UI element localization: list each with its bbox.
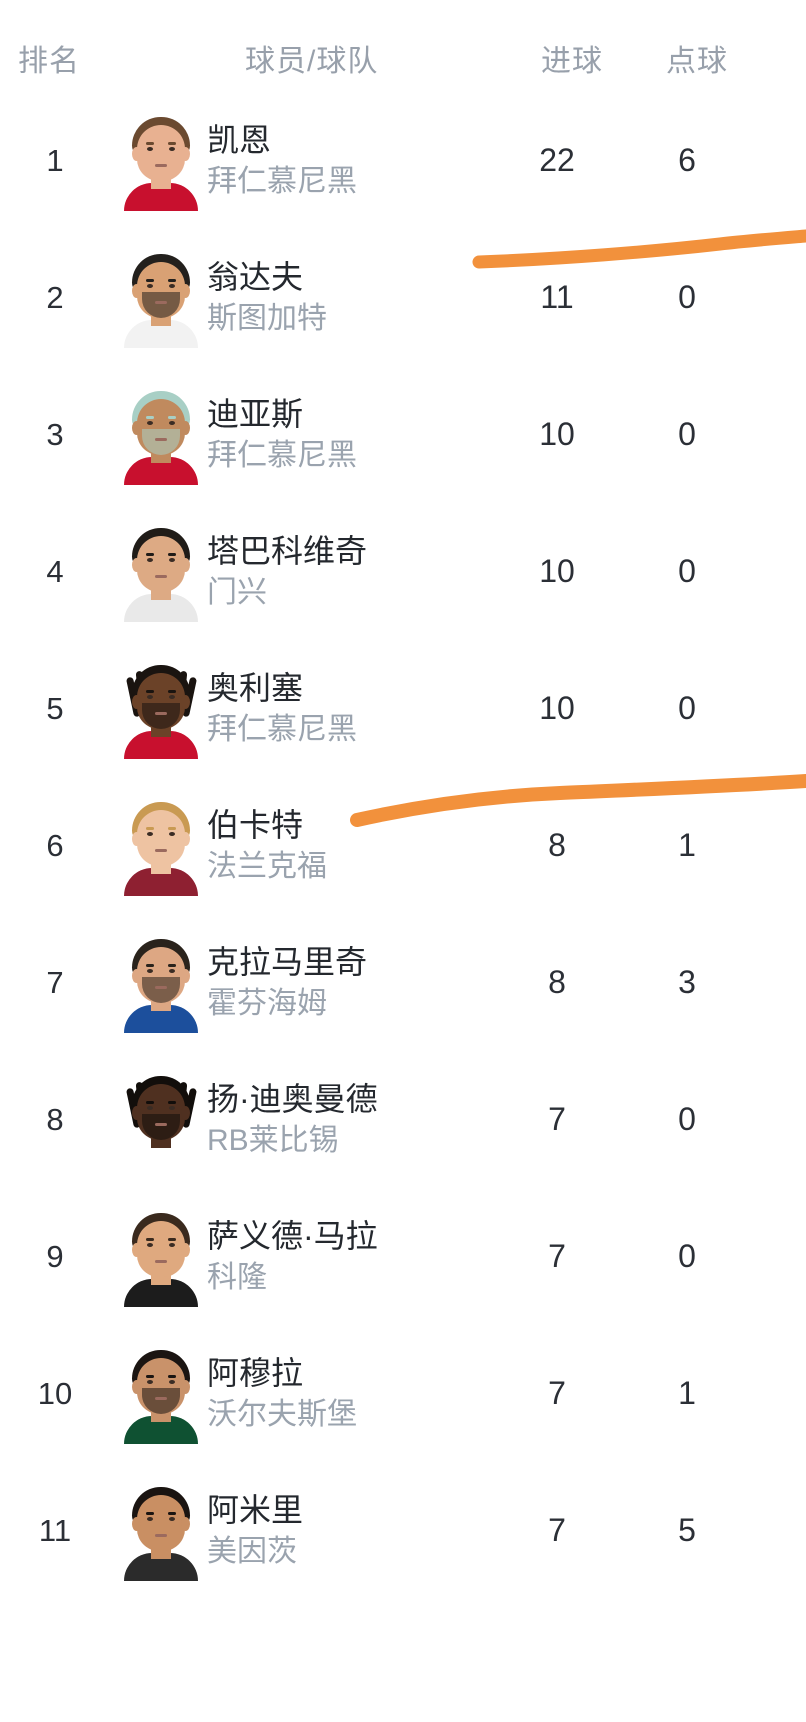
cell-rank: 6 (46, 827, 64, 863)
team-name: 拜仁慕尼黑 (207, 713, 357, 747)
cell-goals: 10 (539, 690, 575, 726)
column-header-goals: 进球 (541, 45, 603, 78)
avatar (118, 522, 204, 622)
cell-goals: 11 (540, 279, 574, 315)
cell-penalties: 0 (678, 1238, 696, 1274)
cell-rank: 9 (46, 1238, 64, 1274)
cell-rank: 2 (46, 279, 64, 315)
column-header-player: 球员/球队 (245, 45, 379, 78)
cell-rank: 4 (46, 553, 64, 589)
cell-rank: 10 (37, 1375, 73, 1411)
table-row[interactable]: 4 塔巴科维奇 门兴 10 0 (0, 503, 806, 640)
team-name: 科隆 (207, 1261, 267, 1295)
cell-player-team[interactable]: 克拉马里奇 霍芬海姆 (207, 942, 507, 1024)
cell-player-team[interactable]: 凯恩 拜仁慕尼黑 (207, 120, 507, 202)
team-name: 拜仁慕尼黑 (207, 165, 357, 199)
avatar (118, 385, 204, 485)
avatar (118, 1207, 204, 1307)
cell-player-team[interactable]: 伯卡特 法兰克福 (207, 805, 507, 887)
cell-penalties: 0 (678, 1101, 696, 1137)
cell-penalties: 5 (678, 1512, 696, 1548)
table-row[interactable]: 2 翁达夫 斯图加特 11 0 (0, 229, 806, 366)
cell-player-team[interactable]: 翁达夫 斯图加特 (207, 257, 507, 339)
player-name: 塔巴科维奇 (207, 532, 368, 569)
cell-penalties: 0 (678, 279, 696, 315)
cell-penalties: 0 (678, 690, 696, 726)
cell-penalties: 1 (678, 1375, 696, 1411)
column-header-penalties: 点球 (666, 45, 728, 78)
team-name: 拜仁慕尼黑 (207, 439, 357, 473)
cell-goals: 7 (548, 1375, 566, 1411)
player-name: 克拉马里奇 (207, 943, 368, 980)
table-row[interactable]: 5 奥利塞 拜仁慕尼黑 (0, 640, 806, 777)
cell-goals: 8 (548, 964, 566, 1000)
cell-goals: 10 (539, 553, 575, 589)
cell-rank: 7 (46, 964, 64, 1000)
table-body: 1 凯恩 拜仁慕尼黑 22 6 2 (0, 92, 806, 1599)
cell-player-team[interactable]: 迪亚斯 拜仁慕尼黑 (207, 394, 507, 476)
table-header-row: 排名 球员/球队 进球 点球 (0, 0, 806, 92)
cell-player-team[interactable]: 阿穆拉 沃尔夫斯堡 (207, 1353, 507, 1435)
team-name: 沃尔夫斯堡 (207, 1398, 357, 1432)
table-row[interactable]: 11 阿米里 美因茨 7 5 (0, 1462, 806, 1599)
player-name: 迪亚斯 (207, 395, 304, 432)
player-name: 萨义德·马拉 (207, 1217, 378, 1254)
table-row[interactable]: 6 伯卡特 法兰克福 8 1 (0, 777, 806, 914)
cell-rank: 11 (38, 1512, 72, 1548)
table-row[interactable]: 9 萨义德·马拉 科隆 7 0 (0, 1188, 806, 1325)
table-row[interactable]: 3 迪亚斯 拜仁慕尼黑 10 0 (0, 366, 806, 503)
player-name: 扬·迪奥曼德 (207, 1080, 378, 1117)
cell-player-team[interactable]: 萨义德·马拉 科隆 (207, 1216, 507, 1298)
cell-goals: 7 (548, 1512, 566, 1548)
cell-player-team[interactable]: 奥利塞 拜仁慕尼黑 (207, 668, 507, 750)
cell-rank: 5 (46, 690, 64, 726)
cell-penalties: 3 (678, 964, 696, 1000)
avatar (118, 111, 204, 211)
cell-rank: 1 (46, 142, 64, 178)
table-row[interactable]: 7 克拉马里奇 霍芬海姆 8 3 (0, 914, 806, 1051)
player-name: 阿米里 (207, 1491, 304, 1528)
avatar (118, 1481, 204, 1581)
team-name: 霍芬海姆 (207, 987, 327, 1021)
cell-penalties: 0 (678, 416, 696, 452)
cell-penalties: 0 (678, 553, 696, 589)
cell-goals: 10 (539, 416, 575, 452)
column-header-rank: 排名 (18, 45, 80, 78)
avatar (118, 933, 204, 1033)
player-name: 翁达夫 (207, 258, 304, 295)
cell-player-team[interactable]: 扬·迪奥曼德 RB莱比锡 (207, 1079, 507, 1161)
cell-goals: 7 (548, 1101, 566, 1137)
team-name: RB莱比锡 (207, 1124, 339, 1158)
cell-goals: 22 (539, 142, 575, 178)
player-name: 奥利塞 (207, 669, 304, 706)
avatar (118, 1344, 204, 1444)
avatar (118, 1070, 204, 1170)
cell-rank: 8 (46, 1101, 64, 1137)
cell-rank: 3 (46, 416, 64, 452)
cell-player-team[interactable]: 塔巴科维奇 门兴 (207, 531, 507, 613)
table-row[interactable]: 8 扬·迪奥曼德 RB莱比锡 (0, 1051, 806, 1188)
cell-penalties: 6 (678, 142, 696, 178)
table-row[interactable]: 10 阿穆拉 沃尔夫斯堡 7 1 (0, 1325, 806, 1462)
team-name: 门兴 (207, 576, 267, 610)
cell-penalties: 1 (678, 827, 696, 863)
player-name: 伯卡特 (207, 806, 304, 843)
avatar (118, 659, 204, 759)
table-row[interactable]: 1 凯恩 拜仁慕尼黑 22 6 (0, 92, 806, 229)
team-name: 斯图加特 (207, 302, 327, 336)
avatar (118, 248, 204, 348)
team-name: 法兰克福 (207, 850, 327, 884)
cell-goals: 8 (548, 827, 566, 863)
player-name: 阿穆拉 (207, 1354, 304, 1391)
cell-goals: 7 (548, 1238, 566, 1274)
player-name: 凯恩 (207, 121, 272, 158)
avatar (118, 796, 204, 896)
team-name: 美因茨 (207, 1535, 297, 1569)
cell-player-team[interactable]: 阿米里 美因茨 (207, 1490, 507, 1572)
